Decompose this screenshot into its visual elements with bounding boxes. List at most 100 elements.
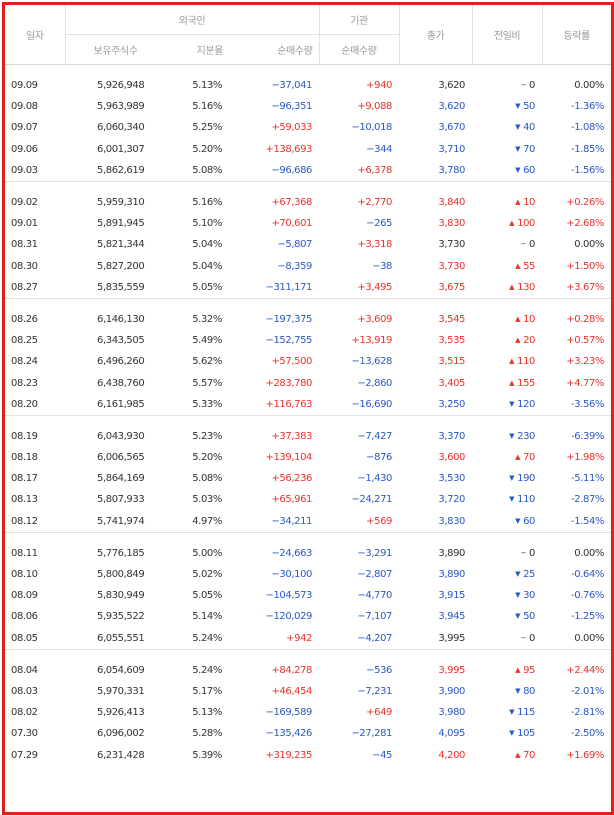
flat-dash-icon: − (520, 81, 527, 90)
table-row: 08.26 6,146,130 5.32% −197,375 +3,609 3,545 ▲ 1… (5, 309, 611, 330)
change-value: 60 (523, 164, 536, 176)
holdings-cell: 5,926,413 (97, 707, 145, 719)
date-cell: 08.12 (11, 515, 38, 527)
change-cell: ▼ 60 (472, 511, 542, 533)
holdings-cell: 5,864,169 (97, 473, 145, 485)
ratio-cell: 5.10% (192, 218, 222, 230)
close-cell: 3,945 (438, 611, 466, 623)
table-row: 08.30 5,827,200 5.04% −8,359 −38 3,730 ▲ 55 +1.5… (5, 256, 611, 277)
change-value: 110 (517, 494, 536, 506)
date-cell: 07.29 (11, 749, 38, 761)
holdings-cell: 5,821,344 (97, 239, 145, 251)
group-spacer (5, 65, 611, 76)
date-cell: 08.18 (11, 452, 38, 464)
change-cell: ▲ 100 (472, 213, 542, 234)
group-spacer-cell (5, 648, 611, 660)
table-row: 09.01 5,891,945 5.10% +70,601 −265 3,830 ▲ 100 +… (5, 213, 611, 234)
ratio-cell: 5.05% (192, 590, 222, 602)
up-arrow-icon: ▲ (515, 453, 521, 462)
group-spacer-cell (5, 180, 611, 192)
change-cell: ▲ 110 (472, 351, 542, 372)
change-value: 95 (523, 664, 536, 676)
table-row: 08.04 6,054,609 5.24% +84,278 −536 3,995 ▲ 95 +2… (5, 660, 611, 681)
close-cell: 3,515 (438, 356, 466, 368)
inst-net-cell: −4,770 (357, 590, 393, 602)
foreign-net-cell: −8,359 (277, 260, 313, 272)
group-spacer (5, 766, 611, 776)
table-header: 일자 외국인 기관 종가 전일비 등락률 보유주식수 지분율 순매수량 순매수량 (5, 5, 611, 65)
foreign-net-cell: +57,500 (271, 356, 313, 368)
change-cell: ▼ 25 (472, 564, 542, 585)
rate-cell: +0.28% (566, 313, 605, 325)
ratio-cell: 5.16% (192, 197, 222, 209)
group-spacer-cell (5, 65, 611, 76)
close-cell: 4,200 (438, 749, 466, 761)
holdings-cell: 5,970,331 (97, 685, 145, 697)
close-cell: 3,620 (438, 80, 466, 92)
table-row: 08.03 5,970,331 5.17% +46,454 −7,231 3,900 ▼ 80… (5, 681, 611, 702)
change-value: 100 (517, 218, 536, 230)
table-row: 08.19 6,043,930 5.23% +37,383 −7,427 3,370 ▼ 23… (5, 426, 611, 447)
change-value: 50 (523, 611, 536, 623)
ratio-cell: 5.05% (192, 281, 222, 293)
foreign-net-cell: +67,368 (271, 197, 313, 209)
change-value: 0 (529, 80, 536, 92)
foreign-net-cell: −104,573 (265, 590, 313, 602)
change-cell: ▼ 230 (472, 426, 542, 447)
inst-net-cell: −38 (372, 260, 393, 272)
ratio-cell: 5.13% (192, 707, 222, 719)
holdings-cell: 6,054,609 (97, 664, 145, 676)
down-arrow-icon: ▼ (515, 102, 521, 111)
up-arrow-icon: ▲ (515, 198, 521, 207)
rate-cell: -1.85% (571, 143, 605, 155)
date-cell: 08.26 (11, 313, 38, 325)
ratio-cell: 5.00% (192, 547, 222, 559)
holdings-cell: 5,741,974 (97, 515, 145, 527)
inst-net-cell: −265 (366, 218, 393, 230)
ratio-cell: 5.28% (192, 728, 222, 740)
foreign-net-cell: −37,041 (271, 80, 313, 92)
holdings-cell: 6,231,428 (97, 749, 145, 761)
group-spacer (5, 414, 611, 426)
rate-cell: -2.50% (571, 728, 605, 740)
header-close: 종가 (399, 5, 473, 65)
close-cell: 3,530 (438, 473, 466, 485)
up-arrow-icon: ▲ (515, 665, 521, 674)
date-cell: 09.01 (11, 218, 38, 230)
ratio-cell: 5.02% (192, 569, 222, 581)
table-row: 07.29 6,231,428 5.39% +319,235 −45 4,200 ▲ 70 +1… (5, 744, 611, 765)
inst-net-cell: −27,281 (351, 728, 393, 740)
rate-cell: 0.00% (574, 547, 605, 559)
rate-cell: +2.68% (566, 218, 605, 230)
rate-cell: +1.98% (566, 452, 605, 464)
change-cell: ▼ 120 (472, 394, 542, 416)
close-cell: 3,840 (438, 197, 466, 209)
date-cell: 08.02 (11, 707, 38, 719)
foreign-net-cell: +59,033 (271, 122, 313, 134)
down-arrow-icon: ▼ (515, 570, 521, 579)
foreign-net-cell: −135,426 (265, 728, 313, 740)
ratio-cell: 5.08% (192, 473, 222, 485)
down-arrow-icon: ▼ (509, 495, 515, 504)
ratio-cell: 5.57% (192, 377, 222, 389)
holdings-cell: 6,146,130 (97, 313, 145, 325)
header-foreign-group: 외국인 (65, 5, 320, 35)
up-arrow-icon: ▲ (515, 750, 521, 759)
change-cell: ▼ 50 (472, 606, 542, 627)
date-cell: 07.30 (11, 728, 38, 740)
date-cell: 08.31 (11, 239, 38, 251)
close-cell: 3,900 (438, 685, 466, 697)
up-arrow-icon: ▲ (509, 282, 515, 291)
inst-net-cell: +3,609 (357, 313, 393, 325)
rate-cell: -2.81% (571, 707, 605, 719)
change-value: 70 (523, 143, 536, 155)
change-value: 70 (523, 452, 536, 464)
table-row: 08.06 5,935,522 5.14% −120,029 −7,107 3,945 ▼ 5… (5, 606, 611, 627)
rate-cell: -1.08% (571, 122, 605, 134)
change-cell: ▼ 50 (472, 96, 542, 117)
rate-cell: -0.76% (571, 590, 605, 602)
change-cell: ▼ 80 (472, 681, 542, 702)
inst-net-cell: +3,318 (357, 239, 393, 251)
date-cell: 09.08 (11, 101, 38, 113)
change-value: 40 (523, 122, 536, 134)
